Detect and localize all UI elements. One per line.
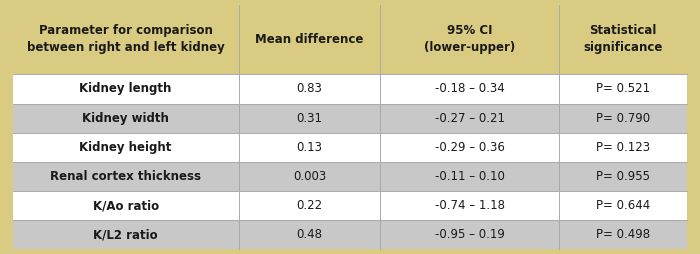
Text: K/L2 ratio: K/L2 ratio (93, 228, 158, 241)
Text: P= 0.955: P= 0.955 (596, 170, 650, 183)
Text: P= 0.498: P= 0.498 (596, 228, 650, 241)
Text: Renal cortex thickness: Renal cortex thickness (50, 170, 201, 183)
Bar (13, 191, 687, 220)
Text: P= 0.123: P= 0.123 (596, 141, 650, 154)
Bar (13, 133, 687, 162)
Text: Parameter for comparison
between right and left kidney: Parameter for comparison between right a… (27, 24, 225, 54)
Text: Kidney width: Kidney width (82, 112, 169, 125)
Text: -0.95 – 0.19: -0.95 – 0.19 (435, 228, 505, 241)
Text: 0.13: 0.13 (297, 141, 323, 154)
Text: 0.83: 0.83 (297, 83, 323, 96)
Text: P= 0.644: P= 0.644 (596, 199, 650, 212)
Bar (13, 104, 687, 133)
Text: 0.22: 0.22 (296, 199, 323, 212)
Text: Statistical
significance: Statistical significance (584, 24, 663, 54)
Text: -0.11 – 0.10: -0.11 – 0.10 (435, 170, 505, 183)
Bar (13, 162, 687, 191)
Text: -0.29 – 0.36: -0.29 – 0.36 (435, 141, 505, 154)
Text: 95% CI
(lower-upper): 95% CI (lower-upper) (424, 24, 515, 54)
Text: 0.003: 0.003 (293, 170, 326, 183)
Text: -0.18 – 0.34: -0.18 – 0.34 (435, 83, 505, 96)
Text: P= 0.521: P= 0.521 (596, 83, 650, 96)
Text: Kidney height: Kidney height (79, 141, 172, 154)
Bar (13, 5, 687, 74)
Bar (13, 74, 687, 104)
Bar (13, 220, 687, 249)
Text: -0.74 – 1.18: -0.74 – 1.18 (435, 199, 505, 212)
Text: Kidney length: Kidney length (79, 83, 172, 96)
Text: -0.27 – 0.21: -0.27 – 0.21 (435, 112, 505, 125)
Text: K/Ao ratio: K/Ao ratio (92, 199, 159, 212)
Text: 0.31: 0.31 (297, 112, 323, 125)
Text: Mean difference: Mean difference (256, 33, 364, 46)
Text: 0.48: 0.48 (297, 228, 323, 241)
Text: P= 0.790: P= 0.790 (596, 112, 650, 125)
